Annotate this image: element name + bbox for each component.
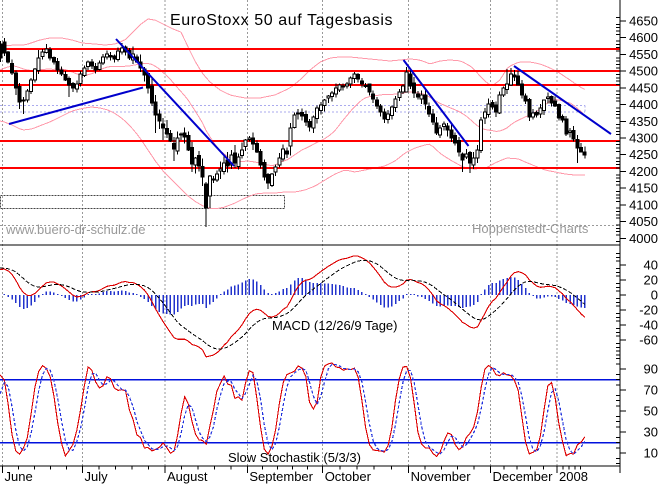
svg-text:4500: 4500 bbox=[629, 64, 658, 79]
svg-text:4650: 4650 bbox=[629, 14, 658, 29]
svg-text:-60: -60 bbox=[639, 332, 658, 347]
svg-text:20: 20 bbox=[644, 272, 658, 287]
svg-text:-20: -20 bbox=[639, 302, 658, 317]
svg-text:40: 40 bbox=[644, 257, 658, 272]
svg-text:MACD (12/26/9 Tage): MACD (12/26/9 Tage) bbox=[272, 318, 398, 333]
svg-text:June: June bbox=[5, 469, 33, 484]
svg-text:4200: 4200 bbox=[629, 164, 658, 179]
svg-text:4450: 4450 bbox=[629, 80, 658, 95]
svg-text:4250: 4250 bbox=[629, 147, 658, 162]
svg-text:August: August bbox=[167, 469, 208, 484]
svg-text:October: October bbox=[325, 469, 372, 484]
svg-text:2008: 2008 bbox=[559, 469, 588, 484]
svg-text:4600: 4600 bbox=[629, 30, 658, 45]
svg-text:www.buero-dr-schulz.de: www.buero-dr-schulz.de bbox=[5, 222, 145, 237]
svg-text:EuroStoxx 50 auf Tagesbasis: EuroStoxx 50 auf Tagesbasis bbox=[170, 12, 393, 29]
svg-text:Slow Stochastik (5/3/3): Slow Stochastik (5/3/3) bbox=[228, 450, 361, 465]
svg-text:10: 10 bbox=[644, 446, 658, 461]
svg-text:4000: 4000 bbox=[629, 231, 658, 246]
svg-text:4150: 4150 bbox=[629, 181, 658, 196]
svg-text:Hoppenstedt-Charts: Hoppenstedt-Charts bbox=[472, 221, 589, 236]
svg-text:30: 30 bbox=[644, 425, 658, 440]
svg-text:70: 70 bbox=[644, 383, 658, 398]
svg-text:4050: 4050 bbox=[629, 214, 658, 229]
svg-text:July: July bbox=[85, 469, 109, 484]
svg-text:4550: 4550 bbox=[629, 47, 658, 62]
svg-text:50: 50 bbox=[644, 404, 658, 419]
svg-text:-40: -40 bbox=[639, 317, 658, 332]
svg-text:November: November bbox=[411, 469, 472, 484]
svg-text:December: December bbox=[493, 469, 554, 484]
svg-text:90: 90 bbox=[644, 362, 658, 377]
svg-text:4300: 4300 bbox=[629, 131, 658, 146]
svg-text:4400: 4400 bbox=[629, 97, 658, 112]
svg-text:4100: 4100 bbox=[629, 197, 658, 212]
svg-text:0: 0 bbox=[651, 287, 658, 302]
svg-text:September: September bbox=[249, 469, 313, 484]
svg-text:4350: 4350 bbox=[629, 114, 658, 129]
